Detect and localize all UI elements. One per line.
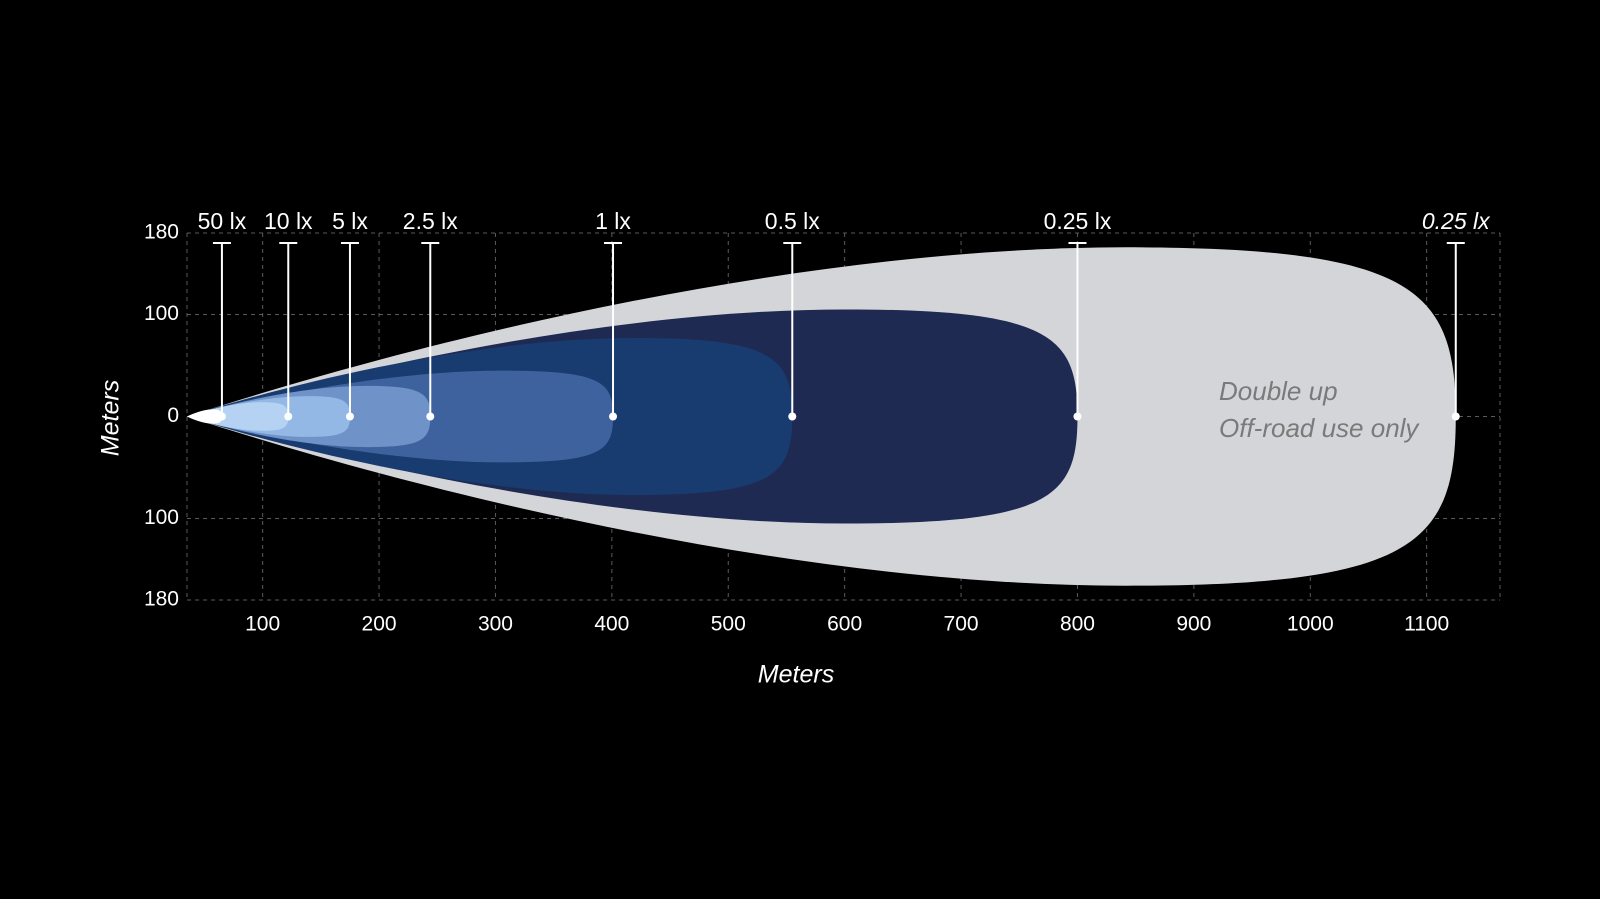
x-tick-label: 1100 — [1404, 613, 1449, 636]
lux-label: 2.5 lx — [403, 208, 458, 234]
y-tick-label: 180 — [144, 588, 179, 611]
x-tick-label: 500 — [711, 613, 746, 636]
lux-label: 10 lx — [264, 208, 313, 234]
reach-dot — [609, 412, 618, 421]
lux-label: 0.25 lx — [1422, 208, 1491, 234]
reach-dot — [217, 412, 226, 421]
reach-dot — [345, 412, 354, 421]
reach-dot — [1451, 412, 1460, 421]
markers — [212, 242, 1465, 421]
annotation: Off-road use only — [1219, 413, 1420, 443]
lux-label: 50 lx — [198, 208, 247, 234]
reach-dot — [1073, 412, 1082, 421]
y-axis-label: Meters — [97, 380, 125, 456]
x-tick-label: 900 — [1176, 613, 1211, 636]
x-tick-label: 300 — [478, 613, 513, 636]
x-tick-label: 800 — [1060, 613, 1095, 636]
lux-label: 1 lx — [595, 208, 631, 234]
y-tick-label: 100 — [144, 302, 179, 325]
lux-label: 5 lx — [332, 208, 368, 234]
lux-label: 0.5 lx — [765, 208, 820, 234]
annotation: Double up — [1219, 376, 1338, 406]
lux-label: 0.25 lx — [1044, 208, 1112, 234]
reach-dot — [284, 412, 293, 421]
x-tick-label: 400 — [594, 613, 629, 636]
reach-dot — [788, 412, 797, 421]
y-tick-label: 180 — [144, 221, 179, 244]
beams — [187, 247, 1456, 586]
beam-contour — [187, 402, 289, 431]
x-tick-label: 600 — [827, 613, 862, 636]
x-axis-label: Meters — [758, 661, 834, 689]
x-tick-label: 700 — [944, 613, 979, 636]
x-tick-label: 1000 — [1287, 613, 1334, 636]
beam-contour — [187, 409, 222, 424]
reach-dot — [426, 412, 435, 421]
y-tick-label: 100 — [144, 506, 179, 529]
x-tick-label: 100 — [245, 613, 280, 636]
y-tick-label: 0 — [167, 404, 179, 427]
x-tick-label: 200 — [362, 613, 397, 636]
